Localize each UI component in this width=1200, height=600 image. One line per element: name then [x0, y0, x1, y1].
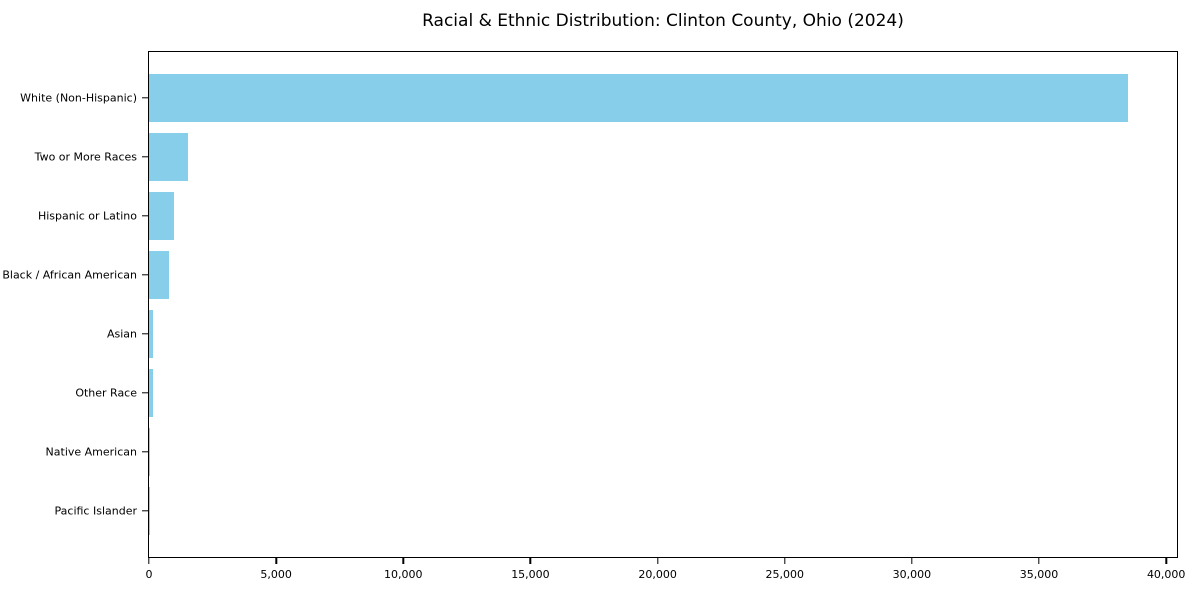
y-tick-mark: [142, 391, 148, 394]
x-tick-mark: [784, 558, 786, 564]
bar-asian: [149, 309, 154, 358]
chart-row-black-african-american: Black / African American: [2, 245, 1177, 304]
bar-black-african-american: [149, 250, 170, 299]
y-tick-mark: [142, 96, 148, 99]
chart-row-white-non-hispanic: White (Non-Hispanic): [20, 68, 1177, 127]
x-tick-label: 10,000: [384, 568, 423, 581]
chart-row-native-american: Native American: [46, 422, 1177, 481]
x-tick-mark: [402, 558, 404, 564]
bar-rows: White (Non-Hispanic) Two or More Races His…: [2, 52, 1177, 557]
y-tick-label: Pacific Islander: [54, 504, 137, 517]
y-tick-label: Two or More Races: [34, 150, 137, 163]
x-tick-mark: [1165, 558, 1167, 564]
y-tick-mark: [142, 214, 148, 217]
x-tick-label: 25,000: [765, 568, 804, 581]
y-tick-mark: [142, 155, 148, 158]
chart-row-two-or-more-races: Two or More Races: [35, 127, 1177, 186]
plot-area: White (Non-Hispanic) Two or More Races His…: [2, 51, 1185, 581]
bar-two-or-more-races: [149, 132, 189, 181]
chart-row-other-race: Other Race: [75, 363, 1177, 422]
y-tick-label: Black / African American: [2, 268, 137, 281]
x-tick-label: 20,000: [638, 568, 677, 581]
chart-row-asian: Asian: [107, 304, 1177, 363]
y-tick-mark: [142, 450, 148, 453]
x-tick-label: 40,000: [1146, 568, 1186, 581]
x-tick-mark: [529, 558, 532, 564]
bar-other-race: [149, 368, 153, 417]
x-tick-mark: [148, 558, 150, 564]
y-tick-mark: [142, 509, 148, 512]
x-tick-label: 5,000: [260, 568, 292, 581]
x-tick-label: 30,000: [892, 568, 932, 581]
bar-native-american: [149, 427, 150, 476]
chart-title: Racial & Ethnic Distribution: Clinton Co…: [422, 11, 904, 31]
x-tick-mark: [656, 558, 659, 564]
y-tick-label: Asian: [106, 327, 137, 340]
x-tick-mark: [911, 558, 913, 564]
x-tick-mark: [1038, 558, 1040, 564]
x-tick-label: 0: [145, 568, 153, 581]
y-tick-label: Native American: [45, 445, 137, 458]
y-tick-label: White (Non-Hispanic): [20, 91, 137, 104]
y-tick-label: Hispanic or Latino: [37, 209, 137, 222]
y-tick-label: Other Race: [75, 386, 137, 399]
x-tick-mark: [275, 558, 277, 564]
bar-white-non-hispanic: [149, 73, 1129, 122]
chart-row-hispanic-or-latino: Hispanic or Latino: [38, 186, 1177, 245]
x-tick-label: 15,000: [511, 568, 550, 581]
y-tick-mark: [142, 273, 148, 276]
bar-hispanic-or-latino: [149, 191, 175, 240]
chart-row-pacific-islander: Pacific Islander: [55, 481, 1177, 540]
x-tick-label: 35,000: [1019, 568, 1059, 581]
y-tick-mark: [142, 332, 148, 335]
